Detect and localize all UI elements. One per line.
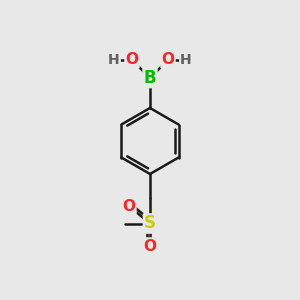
Text: O: O: [122, 199, 136, 214]
Text: H: H: [108, 53, 120, 67]
Text: B: B: [144, 69, 156, 87]
Text: O: O: [143, 238, 157, 253]
Text: H: H: [180, 53, 192, 67]
Text: O: O: [125, 52, 139, 68]
Text: O: O: [161, 52, 175, 68]
Text: S: S: [144, 214, 156, 232]
